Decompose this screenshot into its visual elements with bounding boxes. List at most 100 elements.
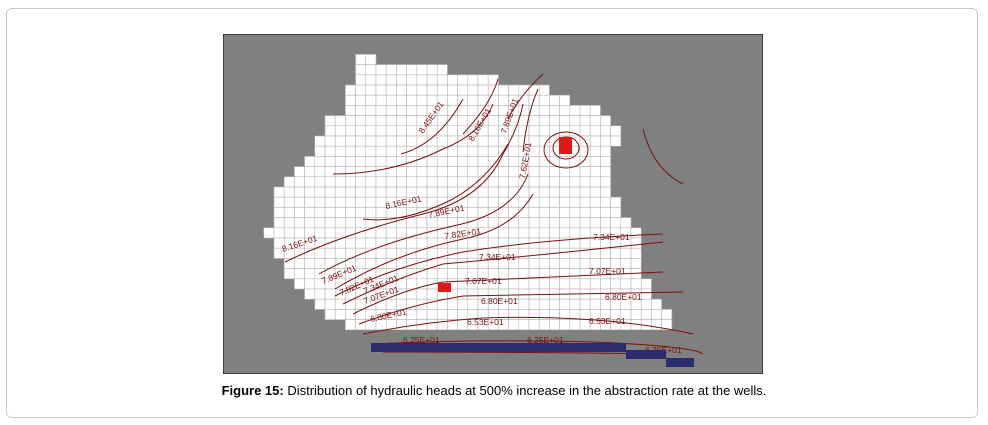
contour-line bbox=[462, 78, 499, 135]
grid-cell bbox=[630, 278, 642, 290]
grid-cell bbox=[304, 268, 316, 280]
grid-cell bbox=[324, 298, 336, 310]
grid-cell bbox=[610, 217, 622, 229]
grid-cell bbox=[559, 176, 571, 188]
grid-cell bbox=[457, 115, 469, 127]
grid-cell bbox=[355, 74, 367, 86]
grid-cell bbox=[396, 227, 407, 239]
grid-cell bbox=[345, 186, 356, 198]
grid-cell bbox=[457, 166, 469, 178]
grid-cell bbox=[396, 64, 407, 76]
contour-label: 6.53E+01 bbox=[589, 316, 626, 326]
grid-cell bbox=[600, 278, 611, 290]
grid-cell bbox=[610, 207, 622, 218]
grid-cell bbox=[345, 196, 356, 208]
grid-cell bbox=[324, 135, 336, 147]
grid-cell bbox=[600, 217, 611, 229]
grid-cell bbox=[528, 207, 540, 218]
grid-cell bbox=[355, 156, 367, 167]
grid-cell bbox=[406, 237, 418, 249]
grid-cell bbox=[345, 176, 356, 188]
grid-cell bbox=[467, 258, 479, 269]
grid-cell bbox=[436, 84, 448, 96]
grid-cell bbox=[436, 135, 448, 147]
grid-cell bbox=[365, 105, 377, 116]
grid-cell bbox=[314, 176, 326, 188]
grid-cell bbox=[651, 298, 662, 310]
grid-cell bbox=[396, 84, 407, 96]
grid-cell bbox=[334, 207, 346, 218]
grid-cell bbox=[365, 125, 377, 137]
grid-cell bbox=[457, 84, 469, 96]
grid-cell bbox=[396, 94, 407, 106]
grid-cell bbox=[467, 156, 479, 167]
grid-cell bbox=[355, 125, 367, 137]
grid-cell bbox=[487, 186, 499, 198]
grid-cell bbox=[324, 166, 336, 178]
grid-cell bbox=[498, 227, 509, 239]
grid-cell bbox=[569, 115, 581, 127]
grid-cell bbox=[559, 258, 571, 269]
grid-cell bbox=[447, 94, 458, 106]
grid-cell bbox=[589, 217, 601, 229]
grid-cell bbox=[477, 135, 489, 147]
grid-cell bbox=[406, 278, 418, 290]
grid-cell bbox=[334, 227, 346, 239]
grid-cell bbox=[416, 237, 428, 249]
grid-cell bbox=[334, 176, 346, 188]
grid-cell bbox=[508, 268, 520, 280]
grid-cell bbox=[406, 217, 418, 229]
grid-cell bbox=[385, 186, 397, 198]
grid-cell bbox=[487, 176, 499, 188]
grid-cell bbox=[324, 186, 336, 198]
grid-cell bbox=[487, 94, 499, 106]
grid-cell bbox=[345, 115, 356, 127]
figure-caption: Figure 15: Distribution of hydraulic hea… bbox=[0, 383, 988, 398]
grid-cell bbox=[324, 176, 336, 188]
grid-cell bbox=[538, 156, 550, 167]
grid-cell bbox=[600, 156, 611, 167]
grid-cell bbox=[334, 125, 346, 137]
grid-cell bbox=[528, 247, 540, 259]
grid-cell bbox=[385, 64, 397, 76]
grid-cell bbox=[538, 84, 550, 96]
grid-cell bbox=[528, 176, 540, 188]
contour-label: 6.53E+01 bbox=[467, 317, 504, 327]
grid-cell bbox=[283, 227, 295, 239]
grid-cell bbox=[528, 298, 540, 310]
grid-cell bbox=[528, 125, 540, 137]
grid-cell bbox=[477, 74, 489, 86]
grid-cell bbox=[589, 156, 601, 167]
grid-cell bbox=[416, 84, 428, 96]
grid-cell bbox=[385, 94, 397, 106]
grid-cell bbox=[518, 309, 530, 320]
grid-cell bbox=[345, 105, 356, 116]
grid-cell bbox=[396, 145, 407, 157]
grid-cell bbox=[549, 176, 560, 188]
grid-cell bbox=[375, 94, 387, 106]
grid-cell bbox=[538, 258, 550, 269]
map-features bbox=[371, 137, 694, 367]
grid-cell bbox=[375, 227, 387, 239]
grid-cell bbox=[579, 217, 591, 229]
contour-lines bbox=[284, 73, 704, 355]
grid-cell bbox=[314, 207, 326, 218]
grid-cell bbox=[345, 125, 356, 137]
contour-line bbox=[352, 271, 664, 315]
grid-cell bbox=[324, 196, 336, 208]
grid-cell bbox=[385, 125, 397, 137]
grid-cell bbox=[294, 176, 305, 188]
grid-cell bbox=[426, 186, 438, 198]
grid-cell bbox=[518, 268, 530, 280]
grid-cell bbox=[365, 64, 377, 76]
grid-cell bbox=[447, 298, 458, 310]
grid-cell bbox=[538, 217, 550, 229]
grid-cell bbox=[294, 166, 305, 178]
grid-cell bbox=[467, 145, 479, 157]
contour-line bbox=[334, 193, 534, 290]
grid-cell bbox=[385, 145, 397, 157]
grid-cell bbox=[304, 207, 316, 218]
grid-cell bbox=[528, 166, 540, 178]
grid-cell bbox=[549, 166, 560, 178]
grid-cell bbox=[538, 207, 550, 218]
